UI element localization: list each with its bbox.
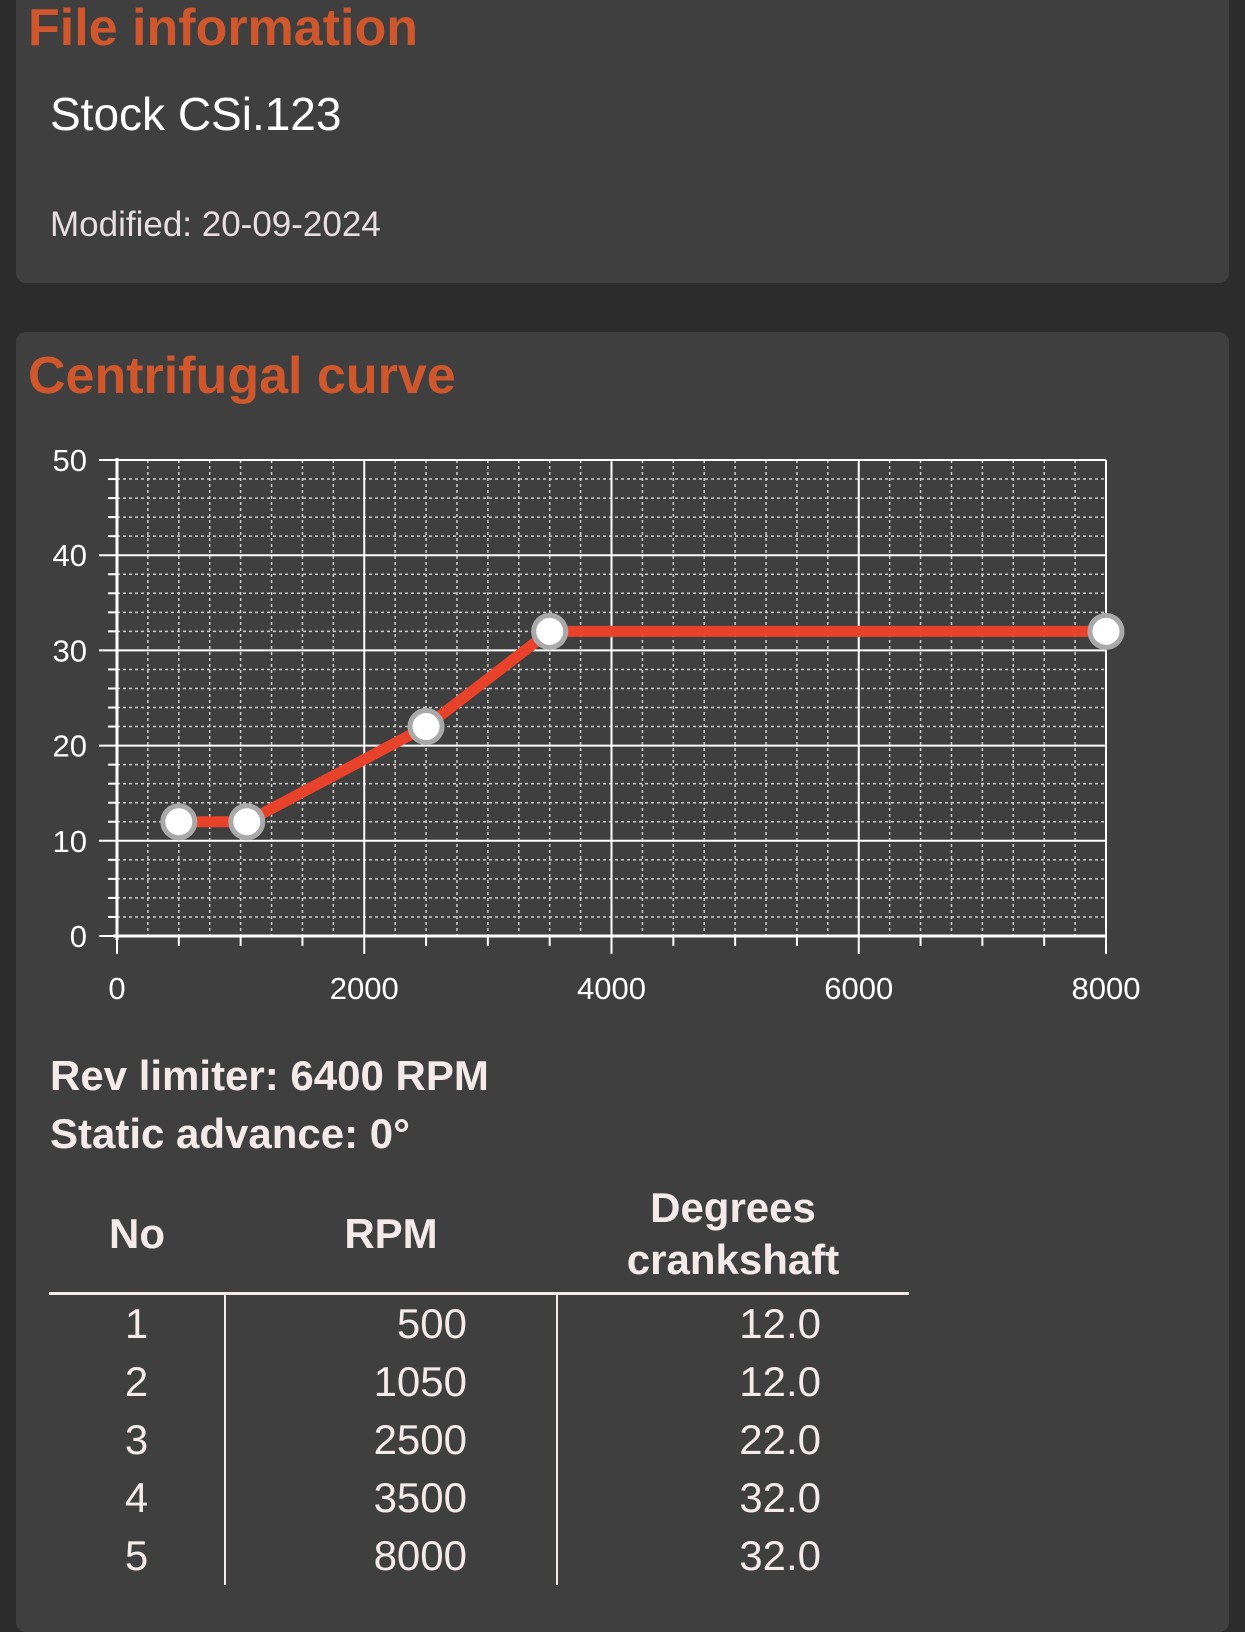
cell-degrees-text: 12.0 — [739, 1358, 821, 1405]
table-row[interactable]: 1 500 12.0 — [49, 1293, 909, 1354]
table-row[interactable]: 4 3500 32.0 — [49, 1469, 909, 1527]
y-tick-label: 20 — [53, 729, 87, 764]
rev-limiter-label: Rev limiter: 6400 RPM — [50, 1052, 489, 1099]
y-tick-label: 40 — [53, 538, 87, 573]
file-information-title: File information — [28, 0, 418, 57]
curve-points-table: No RPM Degrees crankshaft 1 500 12.0 2 1050 1… — [49, 1182, 909, 1585]
cell-degrees-text: 32.0 — [739, 1474, 821, 1521]
table-row[interactable]: 2 1050 12.0 — [49, 1353, 909, 1411]
cell-degrees: 32.0 — [557, 1469, 909, 1527]
cell-rpm-text: 1050 — [373, 1358, 467, 1405]
table-header-row: No RPM Degrees crankshaft — [49, 1182, 909, 1295]
cell-rpm: 500 — [225, 1293, 558, 1353]
cell-degrees: 12.0 — [557, 1294, 909, 1354]
curve-point[interactable] — [160, 803, 198, 841]
cell-rpm: 8000 — [225, 1527, 558, 1585]
header-rpm: RPM — [225, 1182, 557, 1295]
cell-degrees-text: 22.0 — [739, 1416, 821, 1463]
cell-no: 5 — [49, 1527, 226, 1585]
cell-no-text: 4 — [124, 1474, 149, 1521]
cell-no: 4 — [49, 1469, 226, 1527]
cell-no-text: 5 — [124, 1532, 149, 1579]
x-tick-label: 4000 — [577, 971, 646, 1006]
cell-degrees: 22.0 — [557, 1411, 909, 1469]
curve-point[interactable] — [228, 803, 266, 841]
x-tick-label: 8000 — [1072, 971, 1141, 1006]
curve-point[interactable] — [531, 612, 569, 650]
cell-no: 1 — [49, 1293, 226, 1353]
curve-point[interactable] — [407, 708, 445, 746]
modified-date: Modified: 20-09-2024 — [50, 205, 381, 244]
y-tick-label: 30 — [53, 633, 87, 668]
table-row[interactable]: 5 8000 32.0 — [49, 1527, 909, 1585]
cell-no: 3 — [49, 1411, 226, 1469]
centrifugal-curve-title: Centrifugal curve — [28, 347, 456, 405]
cell-degrees: 12.0 — [557, 1353, 909, 1411]
curve-point[interactable] — [1087, 612, 1125, 650]
cell-no-text: 1 — [124, 1300, 149, 1347]
x-tick-label: 0 — [108, 971, 125, 1006]
x-tick-label: 6000 — [824, 971, 893, 1006]
cell-rpm-text: 8000 — [373, 1532, 467, 1579]
cell-rpm-text: 3500 — [373, 1474, 467, 1521]
cell-no: 2 — [49, 1353, 226, 1411]
table-row[interactable]: 3 2500 22.0 — [49, 1411, 909, 1469]
cell-rpm: 1050 — [225, 1353, 558, 1411]
cell-no-text: 3 — [124, 1416, 149, 1463]
static-advance-label: Static advance: 0° — [50, 1110, 410, 1157]
cell-degrees: 32.0 — [557, 1527, 909, 1585]
file-name[interactable]: Stock CSi.123 — [50, 88, 342, 140]
x-tick-label: 2000 — [330, 971, 399, 1006]
cell-rpm: 2500 — [225, 1411, 558, 1469]
y-tick-label: 50 — [53, 443, 87, 478]
cell-degrees-text: 32.0 — [739, 1532, 821, 1579]
cell-rpm-text: 500 — [396, 1300, 467, 1347]
cell-rpm-text: 2500 — [373, 1416, 467, 1463]
cell-no-text: 2 — [124, 1358, 149, 1405]
centrifugal-curve-chart[interactable]: 0 10 20 30 40 50 0 2000 4000 6000 8000 — [0, 440, 1245, 1020]
y-tick-label: 10 — [53, 824, 87, 859]
y-tick-label: 0 — [70, 919, 87, 954]
cell-rpm: 3500 — [225, 1469, 558, 1527]
header-degrees-crankshaft: Degrees crankshaft — [557, 1182, 909, 1295]
cell-degrees-text: 12.0 — [739, 1300, 821, 1347]
file-information-card: File information Stock CSi.123 Modified:… — [16, 0, 1229, 283]
header-no: No — [49, 1182, 225, 1295]
